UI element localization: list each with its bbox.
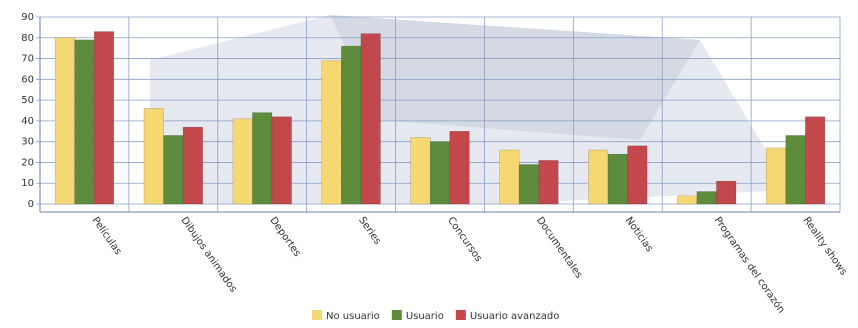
bar: [410, 137, 431, 205]
bar: [232, 118, 253, 205]
legend-label: Usuario avanzado: [470, 311, 560, 322]
bar: [271, 116, 292, 205]
legend-label: No usuario: [326, 311, 380, 322]
bar: [429, 141, 451, 205]
bar: [182, 126, 203, 205]
legend-label: Usuario: [406, 311, 444, 322]
bar: [499, 149, 520, 205]
bar: [163, 135, 184, 205]
bar: [449, 131, 470, 205]
bar: [252, 112, 273, 205]
bar: [716, 180, 737, 205]
y-tick-label: 40: [21, 116, 34, 127]
x-tick-label: Series: [356, 215, 383, 247]
bar: [341, 45, 362, 205]
bar: [518, 164, 539, 205]
bar: [785, 135, 806, 205]
y-tick-label: 60: [21, 74, 34, 85]
bar: [696, 191, 717, 205]
bar: [74, 39, 95, 205]
bar: [93, 31, 115, 205]
bar: [143, 108, 164, 205]
x-tick-label: Concursos: [445, 215, 484, 264]
x-tick-label: Programas del corazón: [712, 215, 788, 316]
x-tick-label: Dibujos animados: [178, 215, 238, 294]
y-tick-label: 70: [21, 54, 34, 65]
bar: [54, 37, 75, 205]
x-tick-label: Documentales: [534, 215, 584, 280]
y-tick-label: 10: [21, 178, 34, 189]
y-tick-label: 50: [21, 95, 34, 106]
y-tick-label: 90: [21, 12, 34, 23]
bar: [805, 116, 826, 205]
x-tick-label: Películas: [90, 215, 125, 257]
x-tick-label: Reality shows: [801, 215, 849, 277]
bar: [677, 195, 698, 205]
bar: [321, 60, 342, 205]
bar: [607, 153, 628, 205]
x-tick-label: Noticias: [623, 215, 655, 254]
bar: [627, 145, 648, 205]
y-tick-label: 20: [21, 157, 34, 168]
background-image: [330, 15, 700, 140]
bar: [765, 147, 787, 205]
legend-swatch: [312, 310, 322, 320]
bar: [360, 33, 381, 205]
y-tick-label: 0: [28, 199, 34, 210]
x-tick-label: Deportes: [267, 215, 302, 259]
y-tick-label: 30: [21, 137, 34, 148]
bar: [588, 149, 609, 205]
bar: [538, 160, 559, 205]
legend-swatch: [391, 310, 402, 320]
legend-swatch: [455, 310, 466, 320]
y-tick-label: 80: [21, 33, 34, 44]
